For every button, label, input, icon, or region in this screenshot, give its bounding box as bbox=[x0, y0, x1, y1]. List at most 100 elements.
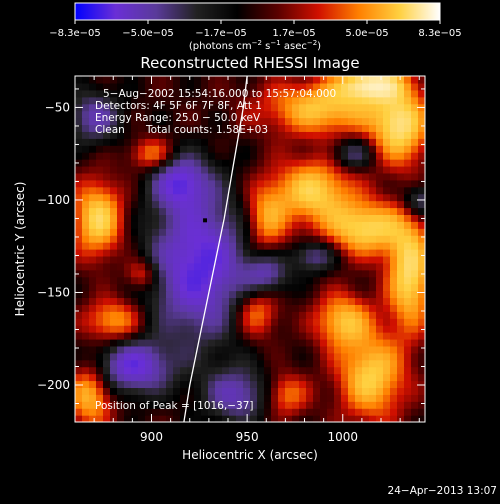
heatmap-cell bbox=[271, 318, 279, 326]
heatmap-cell bbox=[250, 276, 258, 285]
heatmap-cell bbox=[173, 242, 181, 250]
heatmap-cell bbox=[208, 338, 216, 347]
heatmap-cell bbox=[271, 186, 279, 195]
heatmap-cell bbox=[215, 186, 223, 195]
heatmap-cell bbox=[138, 82, 146, 91]
heatmap-cell bbox=[376, 338, 384, 347]
heatmap-cell bbox=[96, 172, 104, 181]
heatmap-cell bbox=[292, 366, 300, 375]
heatmap-cell bbox=[292, 387, 300, 395]
heatmap-cell bbox=[166, 249, 174, 257]
heatmap-cell bbox=[208, 110, 216, 119]
heatmap-cell bbox=[306, 283, 314, 292]
heatmap-cell bbox=[117, 214, 125, 222]
heatmap-cell bbox=[124, 297, 132, 305]
heatmap-cell bbox=[341, 96, 349, 105]
heatmap-cell bbox=[250, 221, 258, 229]
heatmap-cell bbox=[201, 387, 209, 395]
heatmap-cell bbox=[313, 193, 321, 202]
heatmap-cell bbox=[159, 352, 167, 361]
heatmap-cell bbox=[117, 179, 125, 188]
heatmap-cell bbox=[369, 373, 377, 382]
heatmap-cell bbox=[264, 186, 272, 195]
heatmap-cell bbox=[299, 186, 307, 195]
heatmap-cell bbox=[208, 159, 216, 167]
heatmap-cell bbox=[215, 124, 223, 132]
heatmap-cell bbox=[299, 387, 307, 395]
heatmap-cell bbox=[285, 394, 293, 402]
heatmap-cell bbox=[390, 228, 398, 236]
heatmap-cell bbox=[173, 262, 181, 271]
heatmap-cell bbox=[222, 290, 230, 299]
heatmap-cell bbox=[257, 304, 265, 312]
heatmap-cell bbox=[173, 110, 181, 119]
heatmap-cell bbox=[194, 269, 202, 278]
heatmap-cell bbox=[131, 408, 139, 416]
heatmap-cell bbox=[138, 131, 146, 139]
heatmap-cell bbox=[152, 283, 160, 292]
heatmap-cell bbox=[173, 186, 181, 195]
heatmap-cell bbox=[390, 131, 398, 139]
heatmap-cell bbox=[222, 338, 230, 347]
heatmap-cell bbox=[411, 373, 419, 382]
heatmap-cell bbox=[306, 117, 314, 126]
heatmap-cell bbox=[82, 89, 90, 98]
heatmap-cell bbox=[306, 165, 314, 174]
heatmap-cell bbox=[362, 179, 370, 188]
heatmap-cell bbox=[173, 131, 181, 139]
heatmap-cell bbox=[306, 235, 314, 243]
heatmap-cell bbox=[208, 242, 216, 250]
heatmap-cell bbox=[159, 138, 167, 146]
heatmap-cell bbox=[110, 193, 118, 202]
heatmap-cell bbox=[285, 159, 293, 167]
heatmap-cell bbox=[383, 235, 391, 243]
heatmap-cell bbox=[138, 338, 146, 347]
heatmap-cell bbox=[208, 359, 216, 368]
heatmap-cell bbox=[285, 152, 293, 160]
heatmap-cell bbox=[180, 332, 188, 340]
heatmap-cell bbox=[299, 415, 307, 422]
heatmap-cell bbox=[103, 131, 111, 139]
heatmap-cell bbox=[299, 200, 307, 209]
heatmap-cell bbox=[320, 228, 328, 236]
heatmap-cell bbox=[124, 380, 132, 388]
heatmap-cell bbox=[397, 110, 405, 119]
heatmap-cell bbox=[257, 311, 265, 319]
heatmap-cell bbox=[355, 380, 363, 388]
heatmap-cell bbox=[271, 172, 279, 181]
heatmap-cell bbox=[236, 145, 244, 153]
heatmap-cell bbox=[306, 200, 314, 209]
heatmap-cell bbox=[355, 76, 363, 84]
heatmap-cell bbox=[215, 249, 223, 257]
heatmap-cell bbox=[110, 380, 118, 388]
heatmap-cell bbox=[159, 387, 167, 395]
heatmap-cell bbox=[124, 338, 132, 347]
heatmap-cell bbox=[341, 380, 349, 388]
heatmap-cell bbox=[82, 283, 90, 292]
heatmap-cell bbox=[222, 228, 230, 236]
heatmap-cell bbox=[236, 394, 244, 402]
heatmap-cell bbox=[243, 228, 251, 236]
heatmap-cell bbox=[201, 89, 209, 98]
heatmap-cell bbox=[131, 373, 139, 382]
heatmap-cell bbox=[152, 165, 160, 174]
heatmap-cell bbox=[110, 152, 118, 160]
heatmap-cell bbox=[369, 124, 377, 132]
heatmap-cell bbox=[306, 242, 314, 250]
heatmap-cell bbox=[320, 235, 328, 243]
heatmap-cell bbox=[103, 325, 111, 333]
heatmap-cell bbox=[138, 96, 146, 105]
heatmap-cell bbox=[110, 200, 118, 209]
heatmap-cell bbox=[215, 297, 223, 305]
heatmap-cell bbox=[152, 110, 160, 119]
heatmap-cell bbox=[278, 82, 286, 91]
heatmap-cell bbox=[341, 359, 349, 368]
heatmap-cell bbox=[341, 297, 349, 305]
heatmap-cell bbox=[201, 359, 209, 368]
heatmap-cell bbox=[341, 415, 349, 422]
heatmap-cell bbox=[404, 214, 412, 222]
heatmap-cell bbox=[404, 200, 412, 209]
heatmap-cell bbox=[215, 401, 223, 409]
heatmap-cell bbox=[131, 235, 139, 243]
heatmap-cell bbox=[180, 394, 188, 402]
